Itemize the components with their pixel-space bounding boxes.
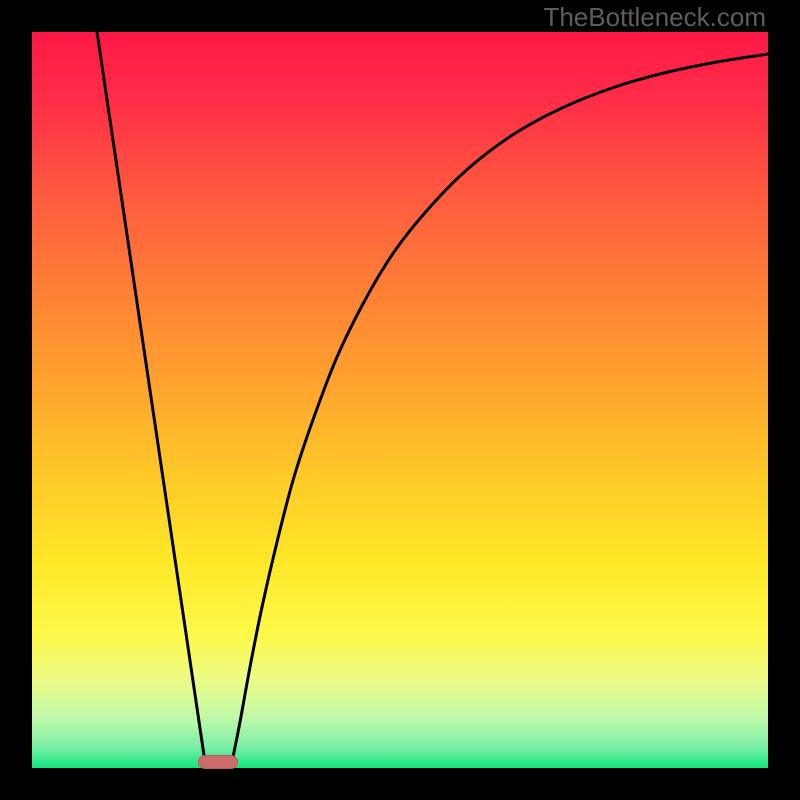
gradient-background — [32, 32, 768, 768]
minimum-marker — [198, 755, 238, 769]
watermark-text: TheBottleneck.com — [543, 2, 766, 33]
chart-container: TheBottleneck.com — [0, 0, 800, 800]
plot-area — [32, 32, 768, 768]
